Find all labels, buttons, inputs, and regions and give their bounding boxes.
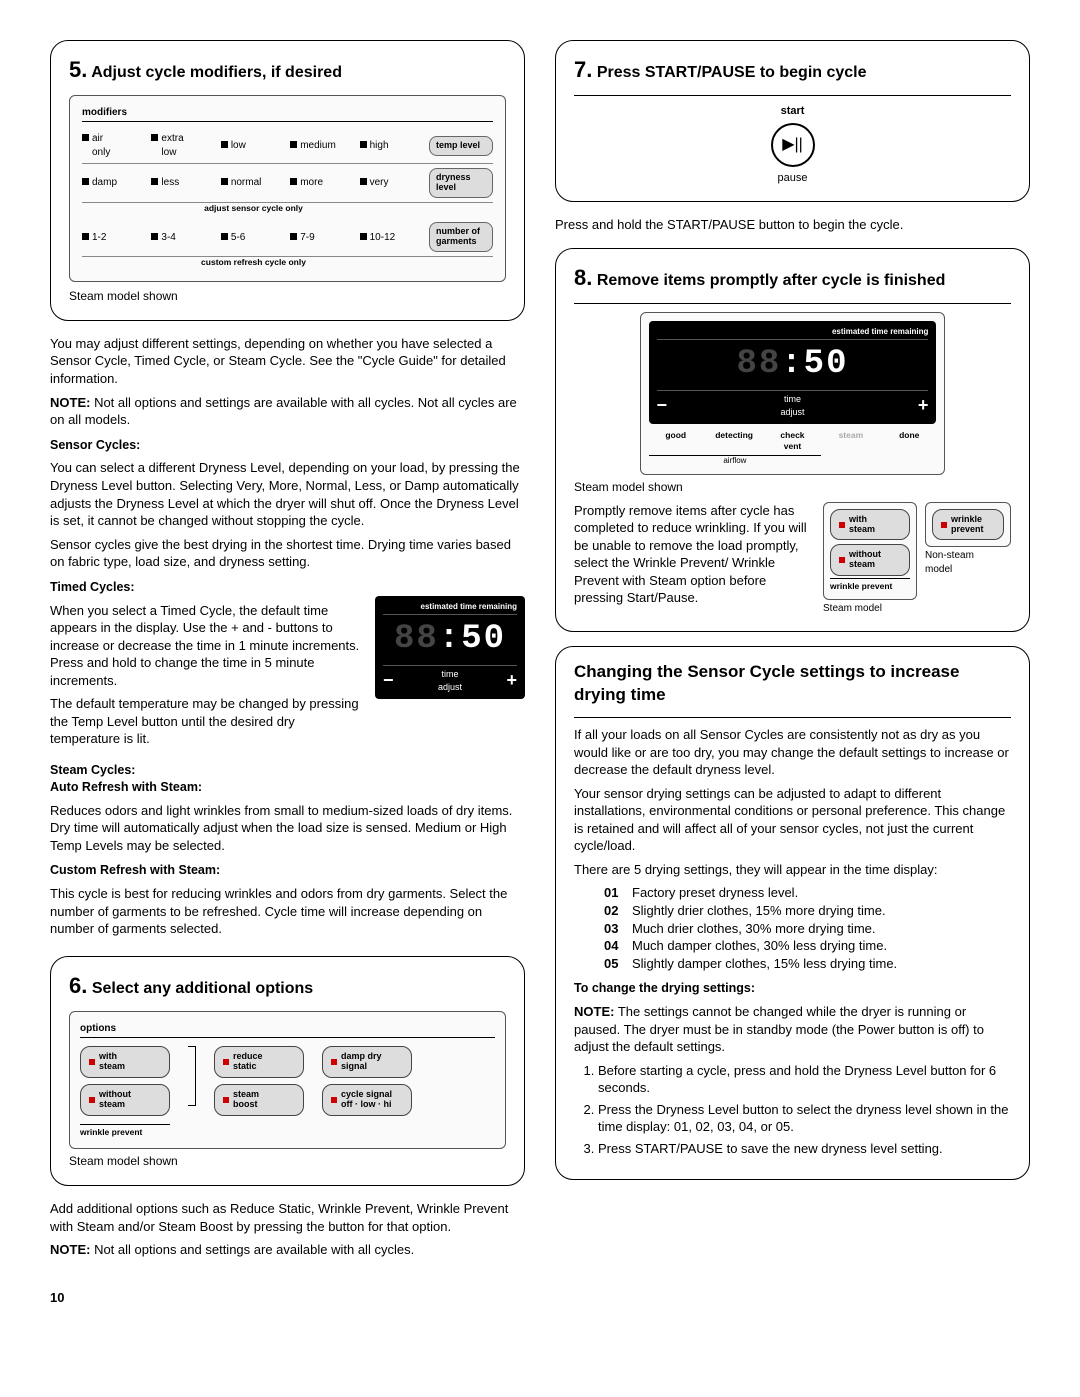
wrinkle-prevent-panels: with steam without steam wrinkle prevent…: [823, 502, 1011, 616]
timed-p1: When you select a Timed Cycle, the defau…: [50, 602, 365, 690]
changing-settings-box: Changing the Sensor Cycle settings to in…: [555, 646, 1030, 1180]
temp-level-button[interactable]: temp level: [429, 136, 493, 156]
step7-p: Press and hold the START/PAUSE button to…: [555, 216, 1030, 234]
temp-row: air only extra low low medium high temp …: [82, 128, 493, 164]
garments-note: custom refresh cycle only: [82, 257, 425, 268]
wrinkle-prevent-label: wrinkle prevent: [80, 1124, 170, 1138]
minus-button-2[interactable]: −: [657, 393, 668, 417]
minus-button[interactable]: −: [383, 668, 394, 692]
changing-p2: Your sensor drying settings can be adjus…: [574, 785, 1011, 855]
wp-with-steam-button[interactable]: with steam: [830, 509, 910, 541]
wp-without-steam-button[interactable]: without steam: [830, 544, 910, 576]
time-display-small: estimated time remaining 88:50 −time adj…: [375, 596, 525, 699]
status-panel: estimated time remaining 88:50 −time adj…: [640, 312, 946, 476]
modifiers-panel: modifiers air only extra low low medium …: [69, 95, 506, 282]
step6-caption: Steam model shown: [69, 1153, 506, 1169]
change-steps-list: Before starting a cycle, press and hold …: [598, 1062, 1011, 1158]
sensor-p2: Sensor cycles give the best drying in th…: [50, 536, 525, 571]
step5-title-text: Adjust cycle modifiers, if desired: [91, 64, 342, 81]
step5-num: 5.: [69, 57, 87, 82]
garments-button[interactable]: number of garments: [429, 222, 493, 252]
changing-title: Changing the Sensor Cycle settings to in…: [574, 661, 1011, 707]
changing-note: NOTE: The settings cannot be changed whi…: [574, 1003, 1011, 1056]
two-column-layout: 5. Adjust cycle modifiers, if desired mo…: [50, 40, 1030, 1307]
list-item: Press START/PAUSE to save the new drynes…: [598, 1140, 1011, 1158]
airflow-label: airflow: [649, 455, 822, 467]
step7-box: 7. Press START/PAUSE to begin cycle star…: [555, 40, 1030, 202]
changing-p1: If all your loads on all Sensor Cycles a…: [574, 726, 1011, 779]
with-steam-button[interactable]: with steam: [80, 1046, 170, 1078]
sensor-p1: You can select a different Dryness Level…: [50, 459, 525, 529]
step5-p1: You may adjust different settings, depen…: [50, 335, 525, 388]
timed-p2: The default temperature may be changed b…: [50, 695, 365, 748]
right-column: 7. Press START/PAUSE to begin cycle star…: [555, 40, 1030, 1307]
timed-cycles-heading: Timed Cycles:: [50, 579, 525, 596]
start-panel: start ▶|| pause: [574, 104, 1011, 186]
step8-p: Promptly remove items after cycle has co…: [574, 502, 811, 607]
custom-refresh-heading: Custom Refresh with Steam:: [50, 862, 525, 879]
time-display-large: estimated time remaining 88:50 −time adj…: [649, 321, 937, 424]
list-item: Before starting a cycle, press and hold …: [598, 1062, 1011, 1097]
disp-top-label: estimated time remaining: [383, 602, 517, 616]
step6-p1: Add additional options such as Reduce St…: [50, 1200, 525, 1235]
left-column: 5. Adjust cycle modifiers, if desired mo…: [50, 40, 525, 1307]
plus-button-2[interactable]: +: [918, 393, 929, 417]
steam-model-label: Steam model: [823, 602, 917, 616]
changing-p3: There are 5 drying settings, they will a…: [574, 861, 1011, 879]
auto-refresh-heading: Auto Refresh with Steam:: [50, 779, 525, 796]
to-change-heading: To change the drying settings:: [574, 980, 1011, 997]
dryness-level-button[interactable]: dryness level: [429, 168, 493, 198]
damp-dry-button[interactable]: damp dry signal: [322, 1046, 412, 1078]
dryness-note: adjust sensor cycle only: [82, 203, 425, 214]
step8-caption: Steam model shown: [574, 479, 1011, 495]
custom-p: This cycle is best for reducing wrinkles…: [50, 885, 525, 938]
play-pause-icon: ▶||: [782, 134, 803, 156]
start-pause-button[interactable]: ▶||: [771, 123, 815, 167]
start-label: start: [574, 104, 1011, 119]
modifiers-heading: modifiers: [82, 106, 493, 123]
steam-p1: Reduces odors and light wrinkles from sm…: [50, 802, 525, 855]
step5-caption: Steam model shown: [69, 288, 506, 304]
step5-title: 5. Adjust cycle modifiers, if desired: [69, 55, 506, 85]
bracket-icon: [188, 1046, 196, 1106]
garments-row: 1-2 3-4 5-6 7-9 10-12 number of garments: [82, 218, 493, 257]
plus-button[interactable]: +: [506, 668, 517, 692]
drying-settings-list: 01Factory preset dryness level. 02Slight…: [604, 884, 1011, 972]
reduce-static-button[interactable]: reduce static: [214, 1046, 304, 1078]
step6-note: NOTE: Not all options and settings are a…: [50, 1241, 525, 1259]
disp-value: :50: [439, 617, 506, 663]
status-indicators: good detecting check vent steam done: [649, 430, 937, 453]
list-item: Press the Dryness Level button to select…: [598, 1101, 1011, 1136]
cycle-signal-button[interactable]: cycle signal off · low · hi: [322, 1084, 412, 1116]
step6-box: 6. Select any additional options options…: [50, 956, 525, 1186]
options-panel: options with steam without steam wrinkle…: [69, 1011, 506, 1150]
dryness-row: damp less normal more very dryness level: [82, 164, 493, 203]
wp-prevent-button[interactable]: wrinkle prevent: [932, 509, 1004, 541]
step6-title: 6. Select any additional options: [69, 971, 506, 1001]
step7-title: 7. Press START/PAUSE to begin cycle: [574, 55, 1011, 85]
pause-label: pause: [574, 171, 1011, 186]
without-steam-button[interactable]: without steam: [80, 1084, 170, 1116]
steam-boost-button[interactable]: steam boost: [214, 1084, 304, 1116]
steam-cycles-heading: Steam Cycles:: [50, 762, 525, 779]
step5-note1: NOTE: Not all options and settings are a…: [50, 394, 525, 429]
step8-title: 8. Remove items promptly after cycle is …: [574, 263, 1011, 293]
step8-box: 8. Remove items promptly after cycle is …: [555, 248, 1030, 632]
nonsteam-model-label: Non-steam model: [925, 549, 1011, 576]
step5-box: 5. Adjust cycle modifiers, if desired mo…: [50, 40, 525, 321]
page-number: 10: [50, 1289, 525, 1307]
sensor-cycles-heading: Sensor Cycles:: [50, 437, 525, 454]
options-heading: options: [80, 1022, 495, 1039]
time-adjust-label: time adjust: [438, 668, 462, 692]
